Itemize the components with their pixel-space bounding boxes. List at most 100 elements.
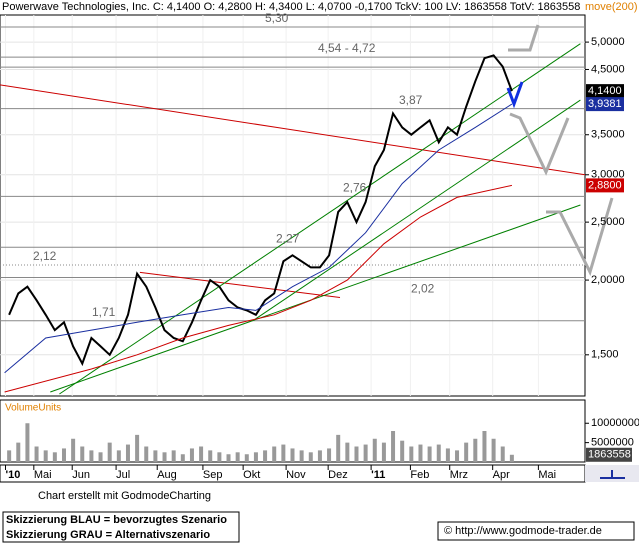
volume-bar bbox=[162, 452, 167, 462]
volume-bar bbox=[226, 454, 231, 462]
volume-bar bbox=[308, 452, 313, 462]
volume-last-label: 1863558 bbox=[588, 449, 631, 461]
volume-bar bbox=[391, 431, 396, 462]
x-tick-label: Nov bbox=[286, 469, 306, 481]
x-tick-label: Jun bbox=[72, 469, 90, 481]
volume-bar bbox=[464, 442, 469, 462]
volume-bar bbox=[281, 444, 286, 462]
volume-bar bbox=[89, 450, 94, 462]
trendline bbox=[59, 43, 581, 395]
volume-bar bbox=[16, 442, 21, 462]
plot-area bbox=[0, 15, 585, 396]
price-label: 3,9381 bbox=[588, 98, 622, 110]
x-tick-label: Mai bbox=[538, 469, 556, 481]
volume-bar bbox=[180, 454, 185, 462]
volume-bar bbox=[381, 442, 386, 462]
level-label: 2,76 bbox=[343, 181, 367, 195]
volume-bar bbox=[208, 450, 213, 462]
grey-scenario bbox=[509, 112, 570, 176]
level-label: 4,54 - 4,72 bbox=[318, 41, 376, 55]
volume-bar bbox=[43, 450, 48, 462]
price-line bbox=[4, 184, 513, 393]
volume-bar bbox=[409, 446, 414, 462]
x-tick-label: Okt bbox=[243, 469, 260, 481]
trendline bbox=[0, 84, 585, 176]
y-tick-label: 3,5000 bbox=[591, 129, 625, 141]
volume-tick-label: 10000000 bbox=[591, 417, 639, 429]
x-tick-label: Apr bbox=[493, 469, 510, 481]
volume-bar bbox=[345, 442, 350, 462]
volume-bar bbox=[199, 446, 204, 462]
level-label: 2,12 bbox=[33, 249, 57, 263]
level-label: 2,02 bbox=[411, 282, 435, 296]
x-tick-label: Feb bbox=[410, 469, 429, 481]
volume-bar bbox=[71, 438, 76, 462]
indicator-label: move(200) bbox=[585, 1, 638, 13]
trendline bbox=[254, 99, 581, 320]
volume-bar bbox=[153, 450, 158, 462]
volume-bar bbox=[299, 450, 304, 462]
volume-tick-label: 5000000 bbox=[591, 437, 634, 449]
url-box bbox=[437, 521, 635, 541]
price-label: 4,1400 bbox=[588, 85, 622, 97]
volume-box bbox=[586, 447, 632, 462]
level-label: 3,87 bbox=[399, 93, 423, 107]
url: © http://www.godmode-trader.de bbox=[444, 525, 602, 537]
volume-bar bbox=[98, 452, 103, 462]
price-panel bbox=[0, 14, 586, 397]
price-line bbox=[4, 103, 513, 374]
volume-bar bbox=[25, 423, 30, 462]
volume-bar bbox=[317, 450, 322, 462]
volume-bar bbox=[473, 438, 478, 462]
volume-bar bbox=[372, 438, 377, 462]
x-tick-label: Aug bbox=[157, 469, 177, 481]
price-label: 2,8800 bbox=[588, 179, 622, 191]
level-label: 1,71 bbox=[92, 305, 116, 319]
x-tick-label: Sep bbox=[203, 469, 223, 481]
x-tick-label: '11 bbox=[371, 469, 385, 481]
volume-bar bbox=[116, 450, 121, 462]
volume-bar bbox=[61, 448, 66, 462]
volume-bar bbox=[482, 431, 487, 462]
note-box bbox=[2, 511, 240, 543]
volume-bar bbox=[354, 446, 359, 462]
volume-bar bbox=[418, 444, 423, 462]
volume-bar bbox=[135, 434, 140, 462]
x-tick-label: Jul bbox=[116, 469, 130, 481]
volume-bar bbox=[52, 452, 57, 462]
blue-scenario bbox=[506, 81, 524, 109]
y-tick-label: 4,5000 bbox=[591, 63, 625, 75]
y-tick-label: 5,0000 bbox=[591, 36, 625, 48]
volume-bar bbox=[455, 450, 460, 462]
x-tick-label: Dez bbox=[328, 469, 348, 481]
volume-bar bbox=[427, 446, 432, 462]
volume-bar bbox=[436, 444, 441, 462]
y-tick-label: 3,0000 bbox=[591, 169, 625, 181]
price-box bbox=[586, 178, 624, 193]
level-label: 5,30 bbox=[265, 11, 289, 25]
price-box bbox=[586, 84, 624, 99]
volume-bar bbox=[189, 448, 194, 462]
volume-label: VolumeUnits bbox=[5, 403, 61, 414]
note-grey: Skizzierung GRAU = Alternativszenario bbox=[6, 529, 210, 541]
volume-bar bbox=[327, 448, 332, 462]
y-tick-label: 2,5000 bbox=[591, 216, 625, 228]
volume-bar bbox=[80, 446, 85, 462]
volume-bar bbox=[509, 454, 514, 462]
trendline bbox=[139, 271, 341, 298]
volume-bar bbox=[253, 452, 258, 462]
x-tick-label: Mai bbox=[34, 469, 52, 481]
volume-bar bbox=[263, 450, 268, 462]
trendline bbox=[50, 204, 581, 393]
volume-bar bbox=[217, 452, 222, 462]
volume-bar bbox=[34, 446, 39, 462]
chart-title: Powerwave Technologies, Inc. C: 4,1400 O… bbox=[2, 1, 580, 13]
grey-scenario bbox=[546, 197, 614, 277]
volume-bar bbox=[235, 452, 240, 462]
volume-bar bbox=[445, 448, 450, 462]
volume-bar bbox=[491, 438, 496, 462]
volume-bar bbox=[400, 440, 405, 462]
volume-bar bbox=[363, 444, 368, 462]
volume-bar bbox=[144, 446, 149, 462]
volume-bar bbox=[107, 442, 112, 462]
